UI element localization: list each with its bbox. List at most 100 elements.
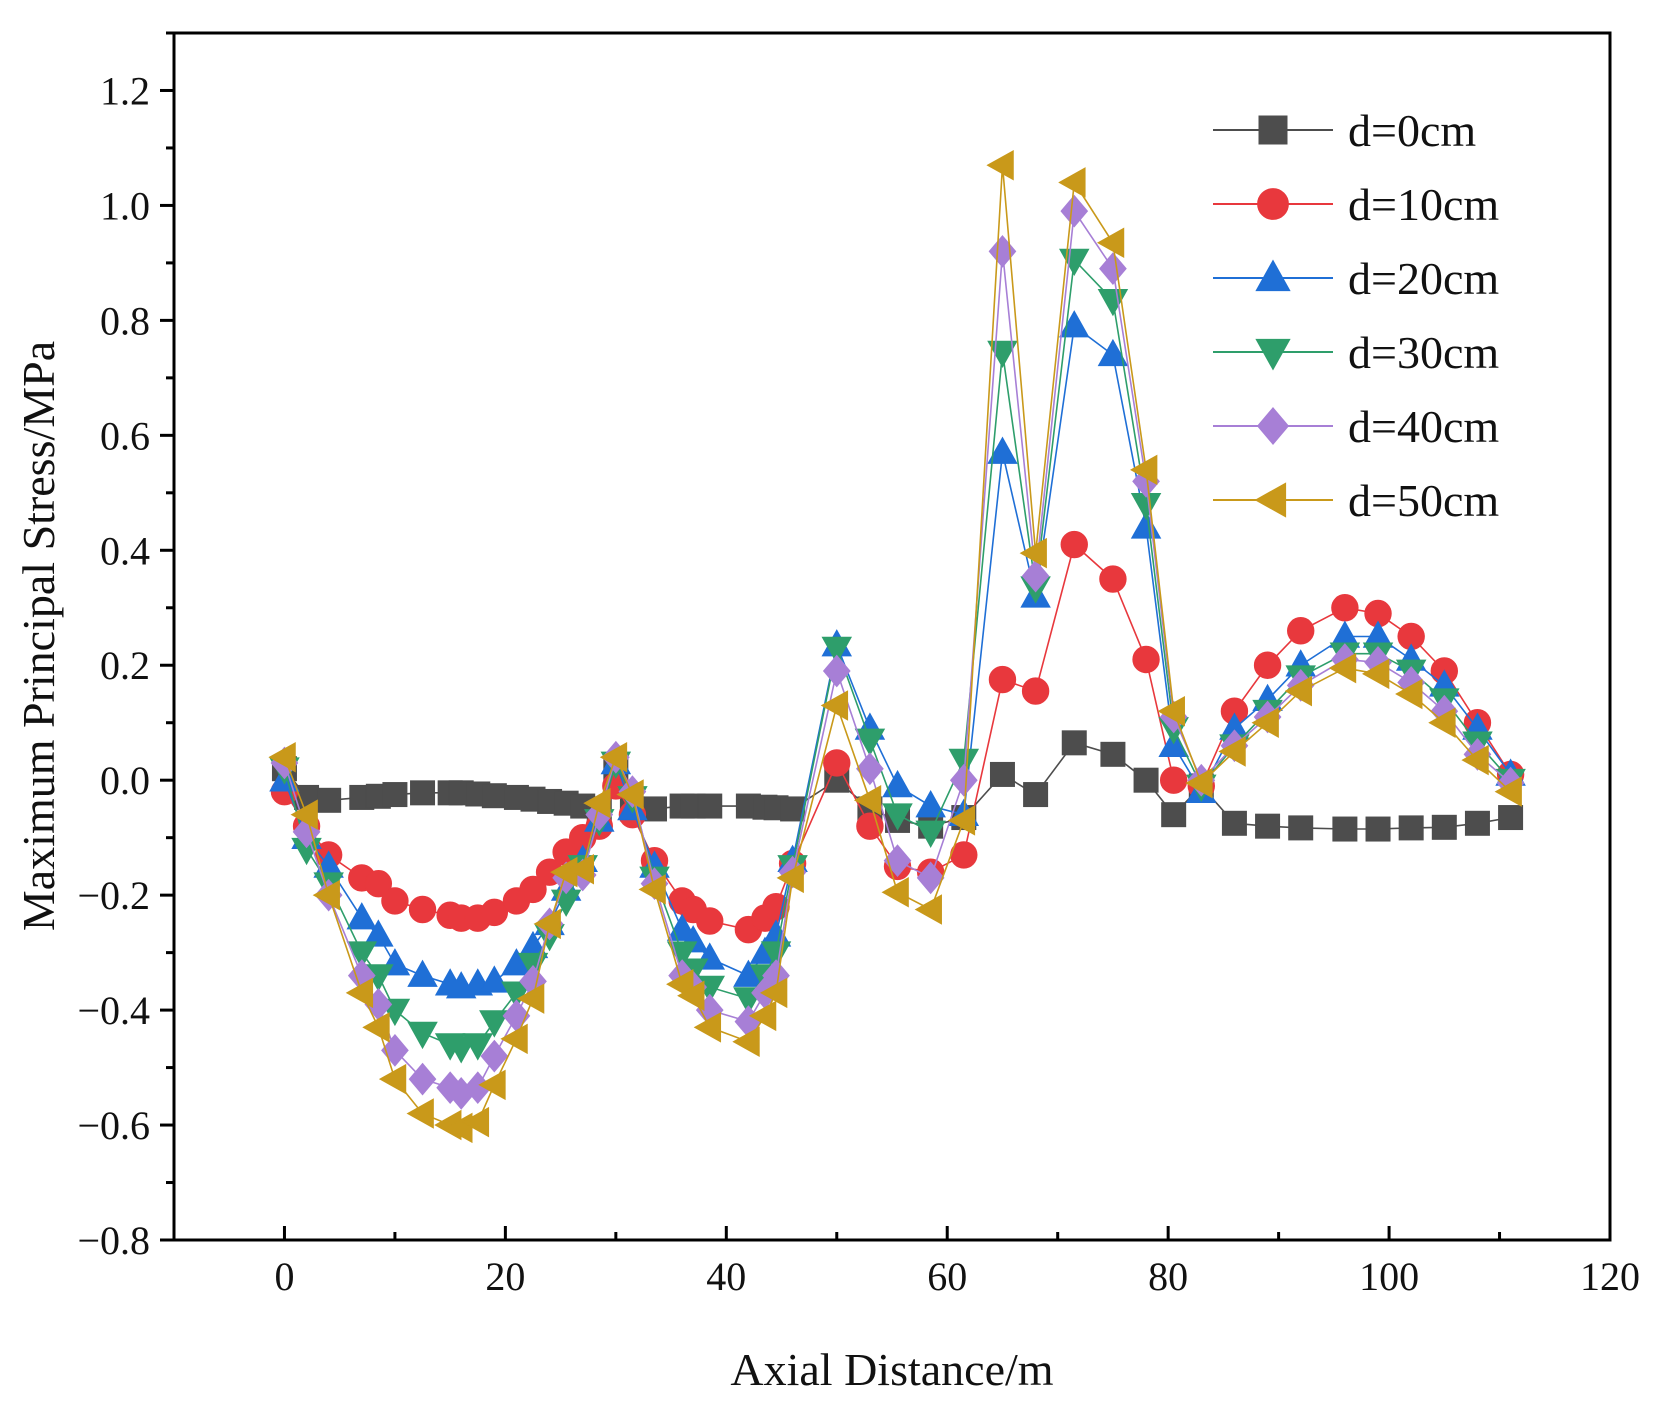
data-point [378,1063,407,1095]
legend-label: d=10cm [1348,179,1499,230]
data-point [1099,252,1127,286]
data-point [677,980,705,1011]
data-point [461,1106,490,1138]
y-tick-label: −0.2 [77,873,150,918]
data-point [345,977,374,1009]
legend-item: d=10cm [1213,179,1499,230]
data-point [1251,707,1279,738]
data-point [1428,707,1456,738]
data-point [410,780,436,806]
data-point [914,894,942,925]
data-point [697,793,723,819]
data-point [882,803,913,831]
data-point [1100,741,1126,767]
data-point [1060,194,1089,228]
data-point [480,898,509,927]
data-point [290,799,318,830]
legend-label: d=20cm [1348,253,1499,304]
data-point [821,636,853,665]
data-point [566,854,595,885]
data-point [1021,559,1050,593]
data-point [915,790,946,818]
data-point [1494,776,1522,807]
data-point [638,874,666,905]
data-point [519,875,547,904]
data-point [989,761,1015,787]
data-point [382,782,408,808]
data-point [696,907,724,935]
y-tick-label: −0.8 [77,1218,150,1263]
data-point [268,741,296,773]
data-point [882,769,913,798]
data-point [408,1062,437,1096]
data-point [407,959,438,987]
legend-label: d=30cm [1348,327,1499,378]
y-tick-label: 0.8 [100,298,150,343]
data-point [316,787,342,813]
y-tick-label: −0.6 [77,1103,150,1148]
data-point [1159,766,1188,794]
legend-label: d=40cm [1348,401,1499,452]
y-tick-label: −0.4 [77,988,150,1033]
data-point [1161,802,1187,828]
x-tick-label: 60 [927,1254,967,1299]
axis-layer: 0 20 40 60 80 100 120 −0.8 −0.6 −0.4 −0.2 0.0 0.2 0.4… [77,31,1640,1299]
data-point [759,977,788,1009]
data-point [1221,810,1247,836]
series-layer [268,149,1526,1144]
x-tick-label: 40 [706,1254,746,1299]
data-point [748,1000,777,1032]
legend-item: d=50cm [1213,475,1499,526]
data-point [1218,736,1246,767]
data-point [988,665,1017,694]
data-point [500,1023,528,1055]
data-point [1398,815,1424,841]
data-point [1255,813,1281,839]
data-point [987,436,1018,464]
data-point [479,1010,510,1038]
data-point [363,919,394,947]
data-point [1461,744,1489,776]
data-point [1365,816,1391,842]
data-point [1132,645,1160,674]
data-point [947,805,976,836]
data-point [915,820,946,848]
data-point [693,1012,722,1043]
data-point [732,1026,760,1057]
data-point [1498,805,1524,831]
plot-frame [172,31,1612,1242]
y-tick-label: 0.0 [100,758,150,803]
data-point [479,965,510,993]
data-point [780,796,806,822]
data-point [1096,227,1125,259]
data-point [1097,338,1129,367]
legend-marker [1255,338,1291,371]
y-tick-label: 1.2 [100,68,150,113]
data-point [642,796,668,822]
data-point [1331,594,1359,622]
data-point [666,941,698,969]
data-point [1130,454,1158,486]
data-point [822,654,851,688]
legend-marker [1254,482,1287,518]
legend-marker [1255,259,1291,292]
x-tick-label: 20 [485,1254,525,1299]
data-point [346,941,378,969]
data-point [1133,767,1159,793]
data-point [407,1021,438,1050]
data-point [986,149,1014,181]
data-point [856,752,884,786]
data-point [1287,617,1315,645]
legend-label: d=50cm [1348,475,1499,526]
y-tick-label: 1.0 [100,183,150,228]
data-point [364,869,393,898]
x-axis-title: Axial Distance/m [730,1344,1053,1395]
data-point [1099,565,1127,593]
legend-label: d=0cm [1348,105,1476,156]
data-point [478,1069,506,1101]
legend-item: d=30cm [1213,327,1499,378]
data-point [1060,530,1088,559]
data-point [616,779,644,810]
data-point [533,908,561,940]
